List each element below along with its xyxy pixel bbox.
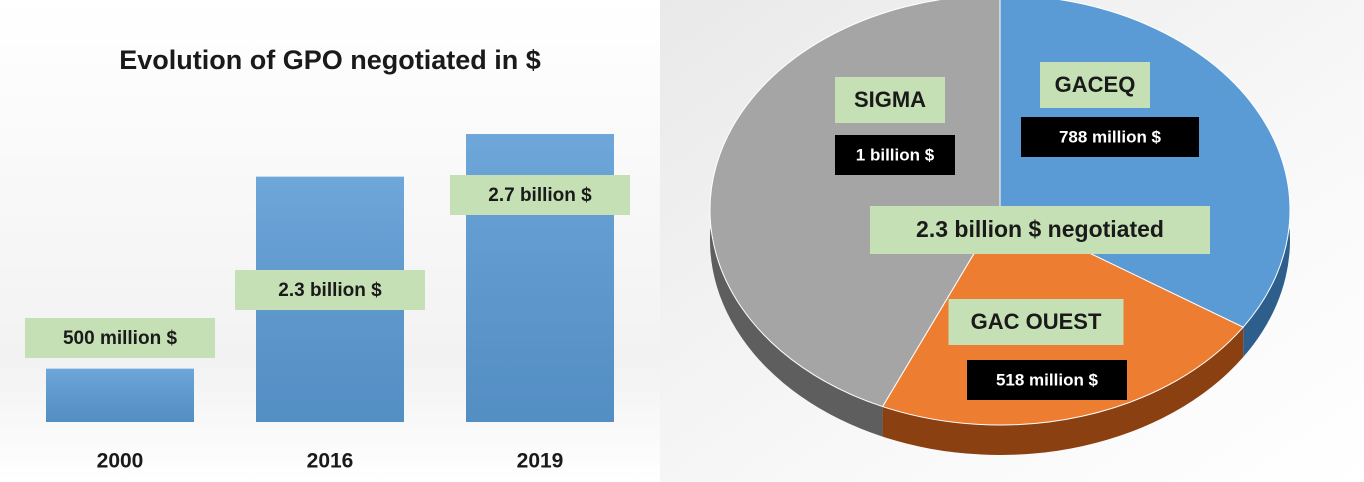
pie-chart: GACEQ 788 million $ GAC OUEST 518 million $… <box>709 0 1291 456</box>
x-tick-label: 2000 <box>97 450 144 473</box>
slice-value-box <box>835 135 955 175</box>
annotation: 2.3 billion $ negotiated <box>916 216 1164 242</box>
slice-value-box <box>1021 117 1199 157</box>
data-label: 2.7 billion $ <box>488 185 592 206</box>
slice-value: 1 billion $ <box>856 145 935 164</box>
data-label: 2.3 billion $ <box>278 280 382 301</box>
annotation-box <box>870 206 1210 254</box>
slice-value: 788 million $ <box>1059 127 1162 146</box>
x-tick-label: 2019 <box>517 450 564 473</box>
slice-name: GACEQ <box>1055 72 1136 97</box>
pie-side <box>882 327 1244 456</box>
slice-name: GAC OUEST <box>971 309 1102 334</box>
chart-title: Evolution of GPO negotiated in $ <box>119 45 541 75</box>
bar-chart: 500 million $ 2000 2.3 billion $ 2016 2.7 bi… <box>25 134 630 473</box>
data-label-box <box>450 175 630 215</box>
x-tick-label: 2016 <box>307 450 354 473</box>
data-label-box <box>25 318 215 358</box>
slice-name-box <box>1040 62 1150 108</box>
slice-name-box <box>835 77 945 123</box>
data-label-box <box>235 270 425 310</box>
bar-shade <box>46 368 194 422</box>
slice-value: 518 million $ <box>996 370 1099 389</box>
slice-value-box <box>967 360 1127 400</box>
data-label: 500 million $ <box>63 328 177 349</box>
slice-name-box <box>948 299 1124 345</box>
slice-name: SIGMA <box>854 87 926 112</box>
